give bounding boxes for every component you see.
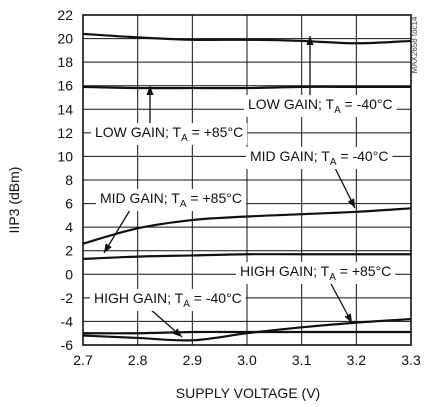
- series-low-gain-minus40: [82, 32, 412, 45]
- label-suffix: = -40°C: [190, 290, 242, 306]
- label-low-gain-plus85-bg: [91, 123, 248, 145]
- pointer-mid-gain-minus40-head: [347, 198, 355, 208]
- y-tick-label: 0: [65, 266, 73, 282]
- y-tick-label: 16: [57, 78, 73, 94]
- label-suffix: = +85°C: [336, 263, 391, 279]
- pointer-high-gain-plus85-head: [344, 313, 352, 323]
- pointer-high-gain-minus40-head: [172, 328, 182, 337]
- label-suffix: = -40°C: [337, 148, 389, 164]
- annotation-pointers: [103, 36, 356, 338]
- label-high-gain-plus85-bg: [236, 262, 396, 284]
- plot-border: [82, 14, 412, 346]
- x-tick-label: 3.0: [237, 352, 257, 368]
- label-mid-gain-minus40-bg: [246, 147, 393, 169]
- label-subscript: A: [334, 105, 341, 116]
- label-low-gain-minus40-group: LOW GAIN; TA = -40°C: [244, 95, 397, 117]
- label-subscript: A: [181, 133, 188, 144]
- label-high-gain-minus40-bg: [90, 289, 246, 311]
- label-subscript: A: [180, 199, 187, 210]
- series-high-gain-plus85: [82, 317, 412, 342]
- label-mid-gain-plus85: MID GAIN; TA = +85°C: [100, 190, 242, 210]
- y-tick-label: 10: [57, 148, 73, 164]
- label-suffix: = +85°C: [187, 190, 242, 206]
- label-subscript: A: [329, 272, 336, 283]
- label-high-gain-plus85-group: HIGH GAIN; TA = +85°C: [236, 262, 396, 284]
- x-tick-label: 2.9: [183, 352, 203, 368]
- x-tick-labels: 2.7 2.8 2.9 3.0 3.1 3.2 3.3: [73, 352, 421, 368]
- label-high-gain-plus85: HIGH GAIN; TA = +85°C: [240, 263, 391, 283]
- y-tick-label: 4: [65, 219, 73, 235]
- label-prefix: MID GAIN; T: [250, 148, 330, 164]
- label-mid-gain-minus40: MID GAIN; TA = -40°C: [250, 148, 388, 168]
- label-prefix: LOW GAIN; T: [95, 124, 182, 140]
- y-tick-label: -6: [61, 337, 74, 353]
- x-tick-label: 3.1: [292, 352, 312, 368]
- label-high-gain-minus40-group: HIGH GAIN; TA = -40°C: [90, 289, 246, 311]
- y-tick-label: 6: [65, 196, 73, 212]
- y-tick-label: -2: [61, 290, 74, 306]
- data-series: [82, 32, 412, 342]
- x-tick-label: 3.2: [347, 352, 367, 368]
- pointer-low-gain-minus40-head: [306, 36, 314, 45]
- label-subscript: A: [183, 299, 190, 310]
- label-low-gain-plus85-group: LOW GAIN; TA = +85°C: [91, 123, 248, 145]
- y-tick-label: 22: [57, 7, 73, 23]
- label-mid-gain-minus40-group: MID GAIN; TA = -40°C: [246, 147, 393, 169]
- label-suffix: = -40°C: [341, 96, 393, 112]
- y-tick-label: 18: [57, 54, 73, 70]
- y-tick-label: 2: [65, 243, 73, 259]
- y-tick-label: 20: [57, 31, 73, 47]
- y-tick-label: 12: [57, 125, 73, 141]
- y-tick-label: -4: [61, 313, 74, 329]
- series-mid-gain-minus40: [82, 253, 411, 261]
- series-high-gain-minus40: [82, 330, 411, 335]
- label-subscript: A: [330, 157, 337, 168]
- x-tick-label: 2.8: [128, 352, 148, 368]
- label-high-gain-minus40: HIGH GAIN; TA = -40°C: [94, 290, 242, 310]
- label-low-gain-minus40: LOW GAIN; TA = -40°C: [248, 96, 393, 116]
- y-tick-label: 14: [57, 101, 73, 117]
- series-low-gain-plus85: [82, 85, 411, 90]
- label-suffix: = +85°C: [188, 124, 243, 140]
- series-mid-gain-plus85: [82, 207, 412, 245]
- x-tick-label: 3.3: [401, 352, 421, 368]
- label-prefix: MID GAIN; T: [100, 190, 180, 206]
- label-prefix: HIGH GAIN; T: [94, 290, 184, 306]
- pointer-mid-gain-plus85-head: [104, 243, 112, 253]
- y-axis-title: IIP3 (dBm): [6, 167, 22, 234]
- pointer-low-gain-plus85-head: [146, 86, 154, 95]
- label-mid-gain-plus85-group: MID GAIN; TA = +85°C: [96, 189, 246, 211]
- label-mid-gain-plus85-bg: [96, 189, 246, 211]
- plot-frame: [82, 14, 412, 346]
- label-prefix: LOW GAIN; T: [248, 96, 335, 112]
- label-low-gain-plus85: LOW GAIN; TA = +85°C: [95, 124, 243, 144]
- x-axis-title: SUPPLY VOLTAGE (V): [176, 385, 320, 401]
- chart-side-id: MAX2658 toc14: [410, 16, 419, 73]
- label-low-gain-minus40-bg: [244, 95, 397, 117]
- x-tick-label: 2.7: [73, 352, 93, 368]
- y-tick-label: 8: [65, 172, 73, 188]
- label-prefix: HIGH GAIN; T: [240, 263, 330, 279]
